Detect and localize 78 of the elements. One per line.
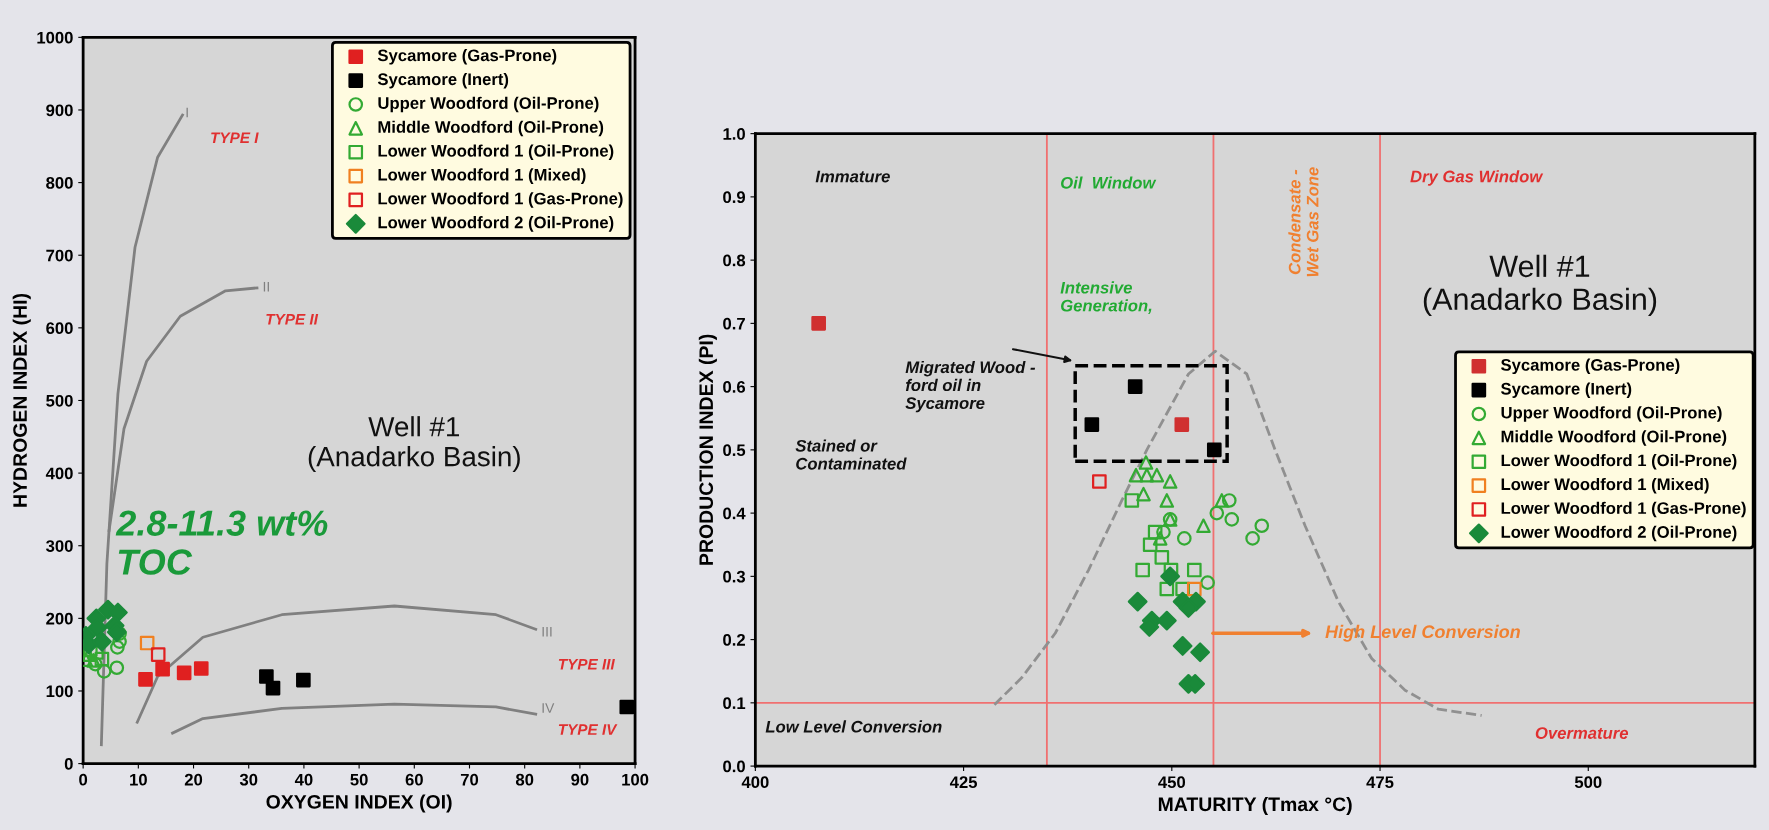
x-tick-label: 70 bbox=[460, 773, 479, 786]
annotation: Migrated Wood - ford oil in Sycamore bbox=[905, 360, 1036, 413]
y-tick-label: 0.0 bbox=[723, 760, 745, 773]
y-tick-label: 1000 bbox=[37, 31, 73, 44]
y-axis-title: HYDROGEN INDEX (HI) bbox=[12, 293, 31, 507]
annotation: Oil Window bbox=[1061, 176, 1157, 189]
y-tick-label: 300 bbox=[46, 540, 73, 552]
x-tick-label: 20 bbox=[184, 773, 203, 786]
x-tick-label: 100 bbox=[622, 773, 649, 786]
annotation: Well #1 (Anadarko Basin) bbox=[1423, 254, 1657, 317]
legend-label: Upper Woodford (Oil-Prone) bbox=[378, 96, 599, 113]
y-tick-label: 0 bbox=[64, 758, 73, 770]
legend-label: Upper Woodford (Oil-Prone) bbox=[1501, 406, 1722, 422]
y-tick-label: 0.3 bbox=[723, 570, 746, 583]
annotation: Intensive Generation, bbox=[1060, 281, 1152, 314]
legend-label: Middle Woodford (Oil-Prone) bbox=[378, 120, 604, 137]
annotation: III bbox=[542, 626, 552, 637]
annotation: Condensate - Wet Gas Zone bbox=[1288, 167, 1319, 277]
legend-label: Sycamore (Gas-Prone) bbox=[1501, 358, 1680, 375]
y-tick-label: 600 bbox=[46, 322, 73, 335]
annotation: TYPE III bbox=[558, 659, 615, 670]
x-tick-label: 0 bbox=[79, 773, 88, 786]
y-tick-label: 0.1 bbox=[723, 697, 746, 710]
legend-label: Lower Woodford 1 (Oil-Prone) bbox=[378, 144, 614, 161]
y-tick-label: 500 bbox=[46, 394, 73, 407]
annotation: Overmature bbox=[1535, 727, 1629, 739]
legend-label: Middle Woodford (Oil-Prone) bbox=[1501, 430, 1727, 446]
legend-label: Lower Woodford 2 (Oil-Prone) bbox=[378, 216, 614, 232]
x-axis-title: OXYGEN INDEX (OI) bbox=[266, 794, 452, 813]
y-tick-label: 700 bbox=[46, 249, 73, 262]
x-tick-label: 80 bbox=[515, 773, 534, 786]
legend-label: Lower Woodford 1 (Mixed) bbox=[378, 168, 586, 184]
x-tick-label: 475 bbox=[1366, 776, 1394, 789]
y-axis-title: PRODUCTION INDEX (PI) bbox=[698, 334, 717, 565]
legend-label: Lower Woodford 1 (Gas-Prone) bbox=[1501, 501, 1746, 518]
x-tick-label: 10 bbox=[130, 773, 147, 786]
annotation: Stained or Contaminated bbox=[795, 439, 907, 470]
y-tick-label: 0.6 bbox=[723, 381, 746, 393]
annotation: TYPE IV bbox=[558, 724, 618, 735]
annotation: Well #1 (Anadarko Basin) bbox=[308, 416, 520, 472]
legend-label: Lower Woodford 2 (Oil-Prone) bbox=[1501, 525, 1737, 542]
legend-label: Sycamore (Inert) bbox=[377, 72, 509, 89]
y-tick-label: 900 bbox=[46, 104, 73, 117]
y-tick-label: 800 bbox=[46, 177, 73, 189]
annotation: Low Level Conversion bbox=[765, 720, 942, 733]
annotation: Immature bbox=[815, 170, 890, 183]
x-tick-label: 400 bbox=[741, 776, 769, 789]
x-tick-label: 450 bbox=[1158, 776, 1186, 789]
legend-label: Lower Woodford 1 (Gas-Prone) bbox=[378, 192, 623, 208]
y-tick-label: 0.5 bbox=[723, 444, 746, 457]
legend-label: Lower Woodford 1 (Oil-Prone) bbox=[1501, 454, 1737, 470]
annotation: IV bbox=[542, 703, 555, 713]
annotation: TYPE I bbox=[211, 132, 259, 143]
y-tick-label: 1.0 bbox=[723, 128, 745, 140]
y-tick-label: 200 bbox=[46, 612, 73, 625]
x-tick-label: 425 bbox=[949, 776, 978, 789]
x-tick-label: 90 bbox=[571, 773, 589, 786]
legend-label: Sycamore (Inert) bbox=[1501, 382, 1632, 398]
legend-label: Lower Woodford 1 (Mixed) bbox=[1501, 477, 1709, 494]
annotation: II bbox=[263, 281, 269, 292]
annotation: 2.8-11.3 wt% TOC bbox=[115, 510, 328, 575]
y-tick-label: 400 bbox=[45, 467, 73, 480]
y-tick-label: 0.9 bbox=[723, 191, 746, 204]
annotation: TYPE II bbox=[266, 314, 319, 325]
x-tick-label: 500 bbox=[1574, 776, 1602, 789]
y-tick-label: 0.4 bbox=[723, 507, 746, 520]
x-tick-label: 30 bbox=[239, 773, 258, 786]
annotation: Dry Gas Window bbox=[1410, 170, 1544, 186]
y-tick-label: 0.2 bbox=[723, 634, 745, 646]
x-tick-label: 40 bbox=[294, 773, 313, 786]
x-tick-label: 50 bbox=[350, 773, 368, 786]
y-tick-label: 0.7 bbox=[723, 317, 745, 330]
legend-label: Sycamore (Gas-Prone) bbox=[377, 49, 557, 65]
x-tick-label: 60 bbox=[405, 773, 423, 786]
annotation: I bbox=[186, 107, 188, 118]
y-tick-label: 100 bbox=[46, 685, 73, 698]
y-tick-label: 0.8 bbox=[723, 254, 746, 267]
x-axis-title: MATURITY (Tmax °C) bbox=[1158, 796, 1352, 816]
